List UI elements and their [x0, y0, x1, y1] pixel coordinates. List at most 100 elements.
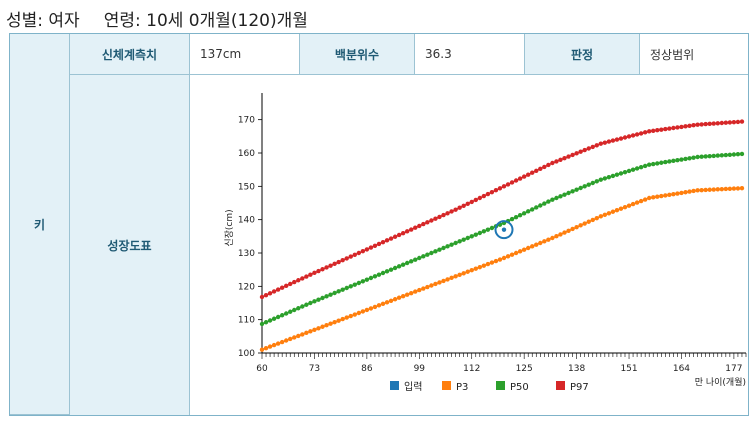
series-point-p3: [727, 186, 733, 191]
series-point-p97: [461, 203, 466, 208]
legend-label: 입력: [404, 380, 422, 393]
series-point-p3: [630, 201, 636, 207]
series-point-p97: [324, 265, 329, 270]
series-point-p50: [727, 152, 733, 157]
series-point-p97: [316, 268, 321, 274]
series-point-p97: [417, 223, 422, 229]
series-point-p97: [380, 239, 386, 245]
series-point-p50: [610, 173, 616, 179]
series-point-p97: [356, 250, 361, 256]
series-point-p97: [534, 168, 539, 173]
sex-label: 성별: [6, 11, 38, 31]
series-point-p97: [296, 278, 301, 283]
series-point-p50: [300, 304, 305, 309]
series-point-p50: [614, 172, 620, 177]
series-point-p50: [655, 161, 660, 166]
series-point-p50: [372, 274, 378, 279]
series-point-p3: [376, 303, 382, 308]
series-point-p3: [683, 190, 688, 195]
series-point-p50: [594, 179, 599, 184]
series-point-p50: [675, 157, 680, 163]
series-point-p3: [614, 208, 620, 213]
series-point-p97: [469, 199, 474, 205]
series-point-p50: [578, 185, 583, 191]
series-point-p97: [513, 178, 519, 183]
series-point-p3: [328, 321, 333, 326]
series-point-p3: [505, 254, 511, 259]
series-point-p50: [534, 205, 539, 210]
series-point-p97: [655, 128, 660, 133]
series-point-p3: [421, 286, 426, 291]
series-point-p97: [610, 138, 616, 143]
series-point-p97: [421, 221, 426, 227]
series-point-p3: [356, 310, 361, 316]
series-point-p50: [304, 302, 309, 307]
series-point-p97: [449, 209, 454, 214]
series-point-p97: [538, 166, 543, 172]
series-point-p3: [675, 191, 680, 196]
series-point-p3: [312, 327, 317, 333]
series-point-p3: [578, 223, 583, 228]
series-point-p97: [279, 285, 285, 290]
series-point-p97: [267, 291, 273, 296]
series-point-p50: [356, 280, 361, 286]
series-point-p97: [550, 160, 555, 166]
series-point-p97: [320, 267, 325, 272]
series-point-p97: [626, 134, 632, 139]
series-point-p3: [634, 200, 640, 205]
series-point-p3: [453, 274, 458, 279]
series-point-p50: [562, 192, 567, 197]
series-point-p3: [473, 266, 478, 271]
series-point-p97: [638, 131, 644, 136]
series-point-p3: [433, 281, 438, 287]
series-point-p50: [630, 167, 636, 172]
age-value: 10세 0개월(120)개월: [146, 11, 308, 31]
series-point-p50: [526, 209, 531, 214]
x-tick-label: 99: [414, 364, 426, 374]
series-point-p97: [505, 182, 511, 187]
series-point-p97: [376, 241, 382, 247]
series-point-p50: [461, 237, 466, 242]
series-point-p97: [558, 157, 563, 162]
series-point-p97: [328, 263, 333, 268]
series-point-p97: [288, 281, 293, 287]
series-point-p3: [284, 338, 289, 343]
x-axis-label: 만 나이(개월): [695, 376, 746, 388]
series-point-p97: [630, 133, 636, 138]
series-point-p3: [405, 292, 410, 297]
series-point-p50: [413, 257, 418, 262]
series-point-p3: [271, 342, 277, 348]
series-point-p3: [534, 242, 539, 247]
legend-swatch-p3: [442, 381, 451, 390]
series-point-p3: [461, 271, 466, 276]
series-point-p97: [562, 155, 567, 161]
series-point-p50: [332, 290, 337, 296]
series-point-p97: [259, 294, 265, 300]
series-point-p50: [489, 225, 495, 231]
series-point-p50: [457, 239, 462, 244]
series-point-p97: [493, 188, 499, 193]
series-point-p97: [396, 232, 402, 238]
series-point-p50: [542, 201, 547, 206]
series-point-p97: [715, 121, 720, 126]
series-point-p97: [308, 272, 313, 277]
series-point-p3: [586, 219, 591, 224]
series-point-p97: [526, 172, 531, 177]
series-point-p50: [284, 311, 289, 316]
x-tick-label: 86: [361, 364, 373, 374]
series-point-p97: [683, 124, 688, 129]
series-point-p50: [598, 177, 603, 182]
series-point-p3: [642, 197, 648, 202]
series-point-p97: [659, 127, 664, 132]
series-point-p50: [731, 152, 737, 157]
series-point-p97: [594, 143, 599, 148]
series-point-p50: [324, 294, 329, 299]
series-point-p97: [441, 212, 446, 218]
series-point-p50: [485, 227, 491, 232]
series-point-p3: [699, 187, 704, 193]
series-point-p97: [384, 238, 390, 243]
series-point-p3: [267, 344, 273, 349]
series-point-p50: [517, 213, 523, 218]
series-point-p97: [429, 218, 434, 223]
series-point-p50: [279, 313, 285, 318]
